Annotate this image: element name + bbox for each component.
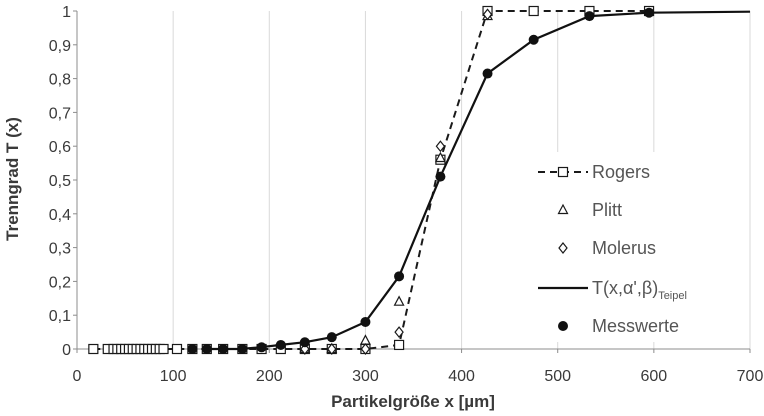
y-tick-label: 0,9: [49, 38, 71, 55]
point-messwerte: [237, 344, 248, 354]
x-tick-label: 0: [73, 368, 82, 385]
legend-item: Rogers: [538, 162, 650, 182]
point-messwerte: [299, 337, 310, 348]
point-rogers: [171, 343, 183, 355]
y-tick-label: 0,4: [49, 207, 71, 224]
series-layer: [88, 5, 751, 355]
x-tick-label: 700: [737, 368, 764, 385]
legend-label-subscript: Teipel: [658, 290, 687, 302]
series-line-rogers: [93, 10, 649, 350]
point-molerus: [482, 8, 493, 21]
point-messwerte: [256, 342, 267, 353]
series-2: [300, 8, 493, 355]
tick-labels: 0 100 200 300 400 500 600 700 0 0,1 0,2 0,3 0,4 0,5 0,…: [49, 4, 764, 385]
y-tick-label: 0,2: [49, 274, 71, 291]
y-tick-label: 0,1: [49, 308, 71, 325]
point-rogers: [393, 339, 405, 351]
point-plitt: [393, 295, 405, 306]
legend-item: Plitt: [557, 200, 622, 220]
y-tick-label: 0,3: [49, 241, 71, 258]
point-messwerte: [394, 271, 405, 282]
legend-label: Molerus: [592, 238, 656, 258]
point-rogers: [88, 343, 99, 355]
legend-label: Messwerte: [592, 316, 679, 336]
y-tick-label: 0,7: [49, 105, 71, 122]
legend-background: [522, 152, 736, 342]
legend-item: Molerus: [558, 238, 656, 258]
y-tick-label: 1: [62, 4, 71, 21]
legend: RogersPlittMolerusT(x,α',β)TeipelMesswer…: [522, 152, 736, 342]
point-messwerte: [482, 68, 493, 79]
x-tick-label: 200: [256, 368, 283, 385]
y-tick-label: 0,6: [49, 139, 71, 156]
legend-marker: [557, 166, 569, 178]
legend-item: Messwerte: [558, 316, 679, 336]
legend-marker: [557, 203, 569, 215]
legend-marker: [558, 321, 568, 331]
point-molerus: [360, 343, 371, 355]
point-molerus: [435, 140, 446, 153]
legend-marker: [558, 242, 568, 254]
legend-label: Plitt: [592, 200, 622, 220]
y-tick-label: 0: [62, 342, 71, 359]
point-messwerte: [360, 316, 371, 327]
x-tick-label: 600: [641, 368, 668, 385]
x-tick-label: 400: [448, 368, 475, 385]
point-messwerte: [275, 339, 286, 350]
point-molerus: [394, 326, 404, 339]
x-tick-label: 100: [160, 368, 187, 385]
point-messwerte: [326, 332, 337, 343]
point-messwerte: [528, 34, 539, 45]
point-rogers: [158, 343, 169, 355]
point-plitt: [434, 151, 446, 163]
point-messwerte: [187, 344, 198, 354]
legend-label: Rogers: [592, 162, 650, 182]
point-messwerte: [218, 344, 229, 354]
y-tick-label: 0,8: [49, 72, 71, 89]
series-4: [187, 7, 655, 354]
y-tick-label: 0,5: [49, 173, 71, 190]
y-axis-title: Trenngrad T (x): [3, 117, 22, 241]
point-messwerte: [584, 11, 595, 22]
point-molerus: [327, 343, 337, 355]
point-rogers: [528, 5, 539, 17]
x-tick-label: 500: [544, 368, 571, 385]
point-messwerte: [435, 171, 446, 182]
point-messwerte: [201, 344, 212, 354]
x-axis-title: Partikelgröße x [µm]: [331, 392, 495, 411]
x-tick-label: 300: [352, 368, 379, 385]
point-messwerte: [644, 7, 655, 18]
